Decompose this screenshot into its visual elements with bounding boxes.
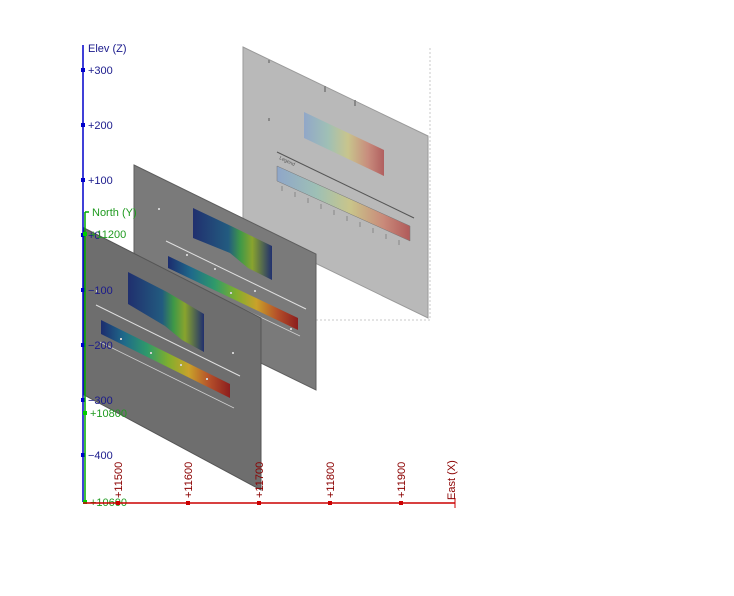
elevation-tick-label: −300: [88, 395, 113, 407]
elevation-tick-label: +200: [88, 120, 113, 132]
elevation-tick-marker: [81, 68, 85, 72]
east-tick-label: +11800: [325, 462, 337, 498]
north-tick-marker: [83, 411, 87, 415]
elevation-tick-label: −400: [88, 450, 113, 462]
elevation-axis: Elev (Z) +300 +200 +100 +0 −100 −200 −300 −400: [81, 43, 127, 502]
north-axis-title: North (Y): [92, 207, 137, 219]
north-tick-marker: [83, 500, 87, 504]
east-tick-marker: [257, 501, 261, 505]
middle-section-panel[interactable]: [133, 164, 317, 391]
elevation-tick-marker: [81, 123, 85, 127]
north-tick-label: +10800: [90, 408, 127, 420]
east-tick-marker: [186, 501, 190, 505]
elevation-axis-title: Elev (Z): [88, 43, 127, 55]
north-tick-marker: [83, 232, 87, 236]
east-tick-label: +11700: [254, 462, 266, 498]
elevation-tick-marker: [81, 398, 85, 402]
front-block-lower: [101, 320, 230, 398]
east-tick-marker: [116, 501, 120, 505]
east-tick-marker: [328, 501, 332, 505]
elevation-tick-label: −100: [88, 285, 113, 297]
back-colour-block: [304, 112, 384, 176]
east-tick-label: +11600: [183, 462, 195, 498]
elevation-tick-marker: [81, 343, 85, 347]
back-legend-ramp: [276, 165, 411, 242]
elevation-tick-marker: [81, 453, 85, 457]
elevation-tick-marker: [81, 288, 85, 292]
elevation-tick-label: +0: [88, 230, 101, 242]
front-section-panel[interactable]: [83, 227, 262, 491]
elevation-tick-label: +300: [88, 65, 113, 77]
east-axis-title: East (X): [446, 460, 458, 500]
elevation-tick-label: −200: [88, 340, 113, 352]
front-block-upper: [128, 272, 204, 352]
middle-block-lower: [168, 256, 298, 330]
east-tick-label: +11900: [396, 462, 408, 498]
east-axis: East (X) +11500 +11600 +11700 +11800 +11900: [83, 460, 458, 508]
elevation-tick-marker: [81, 178, 85, 182]
elevation-tick-label: +100: [88, 175, 113, 187]
east-tick-label: +11500: [113, 462, 125, 498]
east-tick-marker: [399, 501, 403, 505]
north-tick-label: +11200: [90, 229, 126, 241]
middle-block-upper: [193, 208, 272, 280]
